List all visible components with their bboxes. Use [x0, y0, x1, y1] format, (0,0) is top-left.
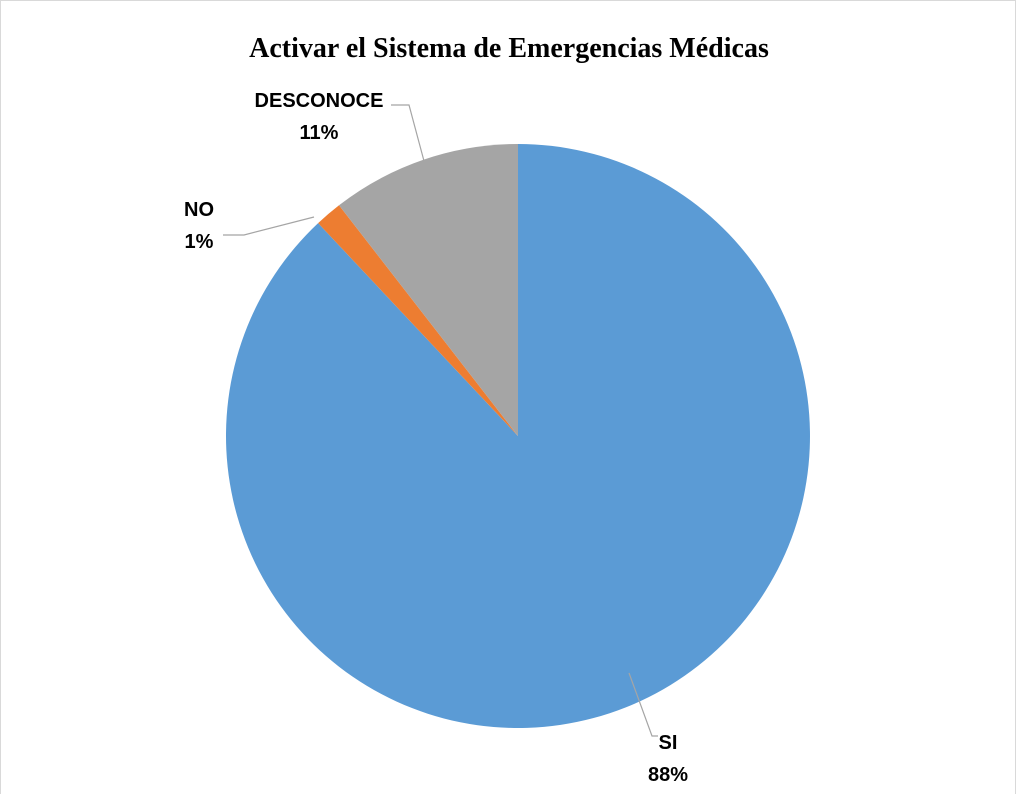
leader-line-si: [628, 672, 658, 737]
leader-line-no: [223, 216, 315, 236]
slice-label-percent-desconoce: 11%: [300, 122, 339, 144]
pie-slices: [225, 144, 810, 728]
pie-slice-no: [318, 205, 518, 436]
slice-labels: SI 88% NO 1% DESCONOCE 11%: [184, 90, 688, 786]
slice-label-name-no: NO: [184, 199, 214, 221]
chart-title: Activar el Sistema de Emergencias Médica…: [249, 33, 769, 64]
slice-label-name-desconoce: DESCONOCE: [255, 90, 384, 112]
pie-slice-desconoce: [339, 144, 518, 436]
slice-label-name-si: SI: [659, 732, 678, 754]
leader-lines: [223, 104, 658, 737]
leader-line-desconoce: [391, 104, 425, 162]
slice-label-percent-si: 88%: [648, 764, 688, 786]
slice-label-percent-no: 1%: [185, 231, 214, 253]
pie-slice-si: [225, 144, 810, 728]
